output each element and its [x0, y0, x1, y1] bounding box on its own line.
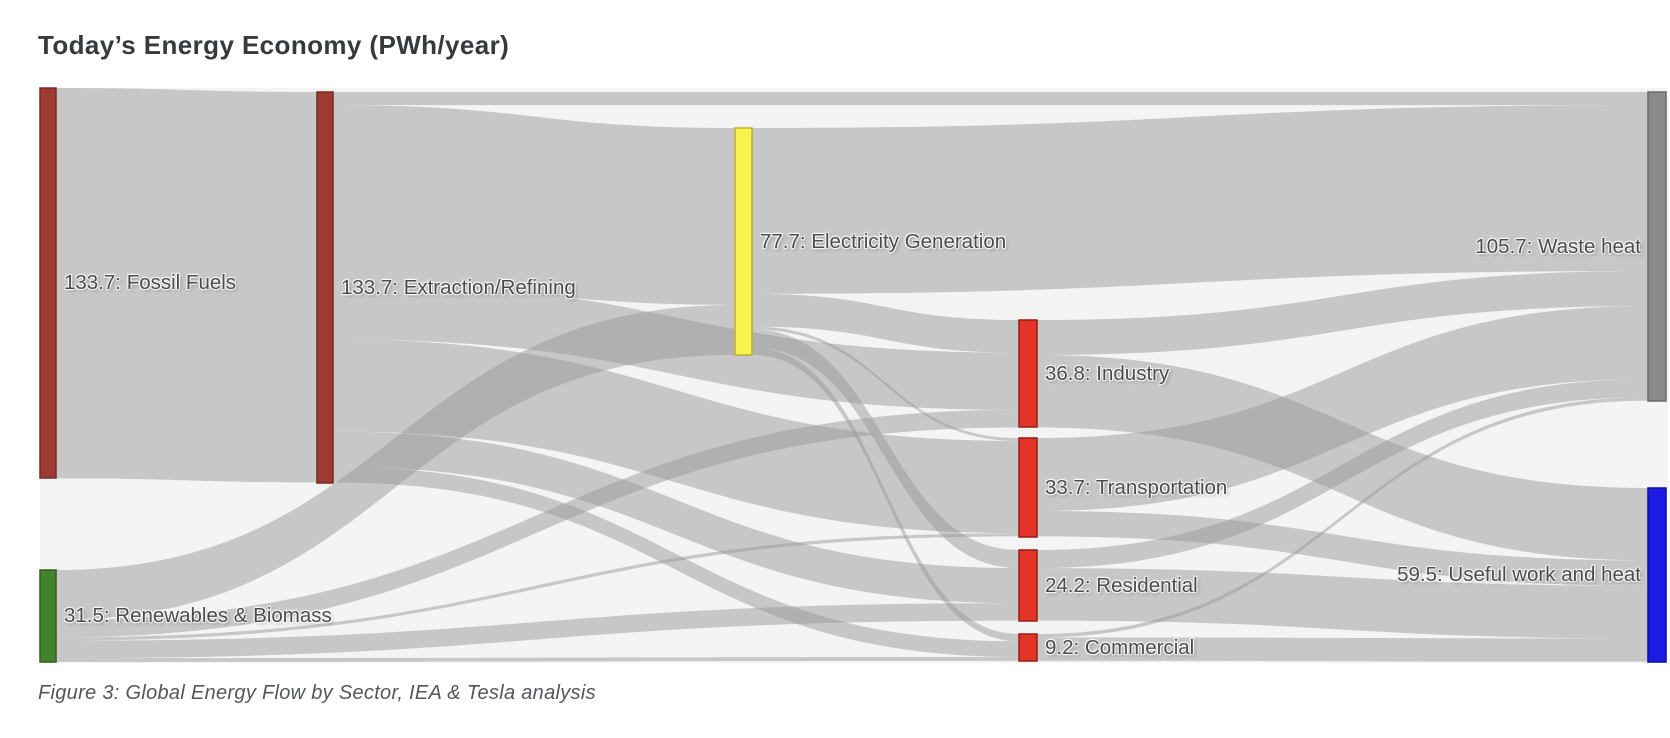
node-useful_work: [1647, 487, 1667, 663]
node-extraction: [316, 91, 334, 484]
flow-industry-to-useful_work: [1037, 355, 1648, 561]
flow-renewables-to-industry: [56, 409, 1019, 638]
node-label-transportation: 33.7: Transportation: [1045, 475, 1228, 499]
node-commercial: [1018, 633, 1038, 662]
flow-extraction-to-waste_heat: [333, 92, 1648, 106]
flow-extraction-to-electricity: [333, 105, 735, 305]
flow-extraction-to-residential: [333, 431, 1019, 604]
flow-extraction-to-industry: [333, 282, 1019, 410]
node-label-useful_work: 59.5: Useful work and heat: [1397, 563, 1641, 587]
flow-renewables-to-transportation: [56, 533, 1019, 641]
node-label-electricity: 77.7: Electricity Generation: [760, 229, 1007, 253]
node-label-commercial: 9.2: Commercial: [1045, 635, 1195, 659]
node-waste_heat: [1647, 91, 1667, 402]
figure-caption: Figure 3: Global Energy Flow by Sector, …: [38, 682, 596, 704]
node-label-renewables: 31.5: Renewables & Biomass: [64, 604, 332, 628]
page-title: Today’s Energy Economy (PWh/year): [38, 30, 510, 60]
node-label-waste_heat: 105.7: Waste heat: [1475, 234, 1641, 258]
flow-fossil-to-extraction: [56, 88, 317, 483]
node-industry: [1018, 319, 1038, 428]
node-label-fossil: 133.7: Fossil Fuels: [64, 271, 237, 295]
flow-industry-to-waste_heat: [1037, 270, 1648, 356]
node-label-residential: 24.2: Residential: [1045, 573, 1198, 597]
node-electricity: [734, 127, 753, 356]
flow-extraction-to-commercial: [333, 466, 1019, 658]
flow-electricity-to-commercial: [752, 347, 1019, 642]
flow-residential-to-waste_heat: [1037, 379, 1648, 569]
flow-residential-to-useful_work: [1037, 568, 1648, 639]
node-residential: [1018, 549, 1038, 622]
node-transportation: [1018, 437, 1038, 538]
flow-transportation-to-waste_heat: [1037, 306, 1648, 511]
node-renewables: [39, 569, 57, 663]
node-label-extraction: 133.7: Extraction/Refining: [341, 275, 576, 299]
flow-electricity-to-industry: [752, 293, 1019, 353]
flow-commercial-to-useful_work: [1037, 637, 1648, 662]
flow-electricity-to-residential: [752, 329, 1019, 569]
flow-commercial-to-waste_heat: [1037, 397, 1648, 638]
node-fossil: [39, 87, 57, 479]
flow-electricity-to-transportation: [752, 326, 1019, 441]
node-label-industry: 36.8: Industry: [1045, 361, 1170, 385]
flow-transportation-to-useful_work: [1037, 511, 1648, 586]
flow-electricity-to-waste_heat: [752, 105, 1648, 294]
flow-extraction-to-transportation: [333, 339, 1019, 534]
flow-renewables-to-commercial: [56, 657, 1019, 662]
